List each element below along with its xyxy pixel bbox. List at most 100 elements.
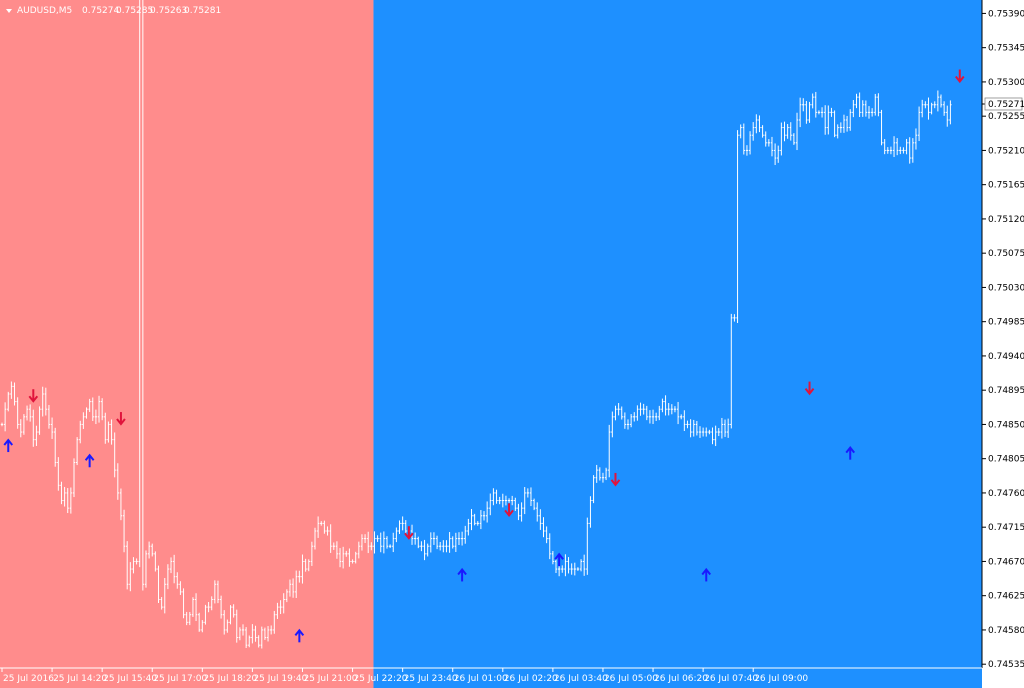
ohlc-bar <box>260 626 263 649</box>
ohlc-bar <box>680 414 683 420</box>
ohlc-bar <box>911 138 915 163</box>
ohlc-bar <box>32 409 35 447</box>
ohlc-bar <box>695 421 699 436</box>
ohlc-bar <box>207 602 210 613</box>
ohlc-bar <box>742 123 746 155</box>
ohlc-bar <box>448 532 451 553</box>
ohlc-bar <box>545 526 548 544</box>
ohlc-bar <box>273 610 276 634</box>
ohlc-bar <box>921 99 924 118</box>
ohlc-bar <box>166 564 170 590</box>
ohlc-bar <box>708 429 711 435</box>
ohlc-bar <box>113 432 116 478</box>
ohlc-bar <box>313 527 317 550</box>
current-price-box <box>984 97 1023 111</box>
ohlc-bar <box>216 580 220 604</box>
ohlc-bar <box>661 398 664 413</box>
ohlc-bar <box>698 426 702 438</box>
ohlc-bar <box>197 612 201 632</box>
ohlc-bar <box>351 559 354 564</box>
ohlc-bar <box>733 314 736 322</box>
ohlc-bar <box>570 563 573 575</box>
ohlc-bar <box>867 106 871 119</box>
ohlc-bar <box>122 509 126 553</box>
ohlc-bar <box>939 94 943 108</box>
buy-arrow-icon <box>84 453 95 468</box>
ohlc-bar <box>626 419 630 430</box>
ohlc-bar <box>138 0 141 568</box>
ohlc-bar <box>874 93 877 116</box>
y-tick-label: 0.74535 <box>988 660 1024 670</box>
ohlc-bar <box>739 124 742 139</box>
ohlc-open: 0.75274 <box>82 6 119 16</box>
x-tick-label: 25 Jul 14:20 <box>53 674 107 684</box>
ohlc-bar <box>564 554 567 577</box>
ohlc-bar <box>75 437 79 466</box>
ohlc-bar <box>219 595 223 619</box>
ohlc-bar <box>811 93 814 109</box>
symbol-dropdown-icon[interactable] <box>6 9 12 13</box>
ohlc-bar <box>172 554 176 584</box>
ohlc-bar <box>711 427 714 445</box>
y-tick-label: 0.74760 <box>988 489 1024 499</box>
ohlc-bar <box>323 520 326 534</box>
ohlc-bar <box>692 419 695 437</box>
ohlc-bar <box>35 425 38 446</box>
ohlc-bar <box>244 627 248 649</box>
ohlc-bar <box>204 604 207 625</box>
ohlc-high: 0.75285 <box>116 6 153 16</box>
ohlc-bar <box>485 501 489 523</box>
ohlc-bar <box>357 541 361 559</box>
ohlc-bar <box>949 100 952 125</box>
ohlc-close: 0.75281 <box>184 6 221 16</box>
ohlc-bar <box>241 624 245 636</box>
ohlc-bar <box>232 604 235 618</box>
ohlc-bar <box>22 414 26 435</box>
x-tick-label: 26 Jul 01:00 <box>454 674 508 684</box>
ohlc-bar <box>142 0 145 591</box>
ohlc-bar <box>717 428 720 437</box>
ohlc-bar <box>789 122 792 141</box>
ohlc-bar <box>548 533 551 560</box>
sell-arrow-icon <box>804 381 815 396</box>
ohlc-bar <box>510 495 514 506</box>
y-tick-label: 0.75300 <box>988 78 1024 88</box>
ohlc-bar <box>654 412 658 421</box>
ohlc-bar <box>191 597 195 617</box>
ohlc-bar <box>611 411 614 438</box>
ohlc-bar <box>326 526 329 536</box>
y-tick-label: 0.75075 <box>988 249 1024 259</box>
ohlc-bar <box>608 424 611 478</box>
ohlc-bar <box>576 567 580 571</box>
ohlc-bar <box>454 532 458 553</box>
x-tick-label: 26 Jul 06:20 <box>654 674 708 684</box>
ohlc-bar <box>44 387 48 416</box>
current-price-label: 0.75271 <box>988 100 1024 110</box>
ohlc-bar <box>304 558 307 572</box>
ohlc-bar <box>269 625 273 635</box>
ohlc-bar <box>54 427 57 467</box>
ohlc-bar <box>282 593 285 614</box>
ohlc-bar <box>720 417 724 439</box>
ohlc-bar <box>501 493 504 508</box>
ohlc-bar <box>154 551 157 572</box>
ohlc-bar <box>16 397 19 429</box>
ohlc-bar <box>182 588 185 619</box>
ohlc-bar <box>367 531 370 554</box>
sell-arrow-icon <box>504 503 514 517</box>
ohlc-bar <box>7 391 10 412</box>
ohlc-bar <box>914 128 918 150</box>
ohlc-bar <box>924 101 927 109</box>
buy-arrow-icon <box>701 567 712 582</box>
x-tick-label: 26 Jul 09:00 <box>754 674 808 684</box>
session-2-background <box>373 0 983 688</box>
ohlc-bar <box>830 107 833 117</box>
ohlc-bar <box>307 559 310 572</box>
ohlc-bar <box>833 110 836 138</box>
ohlc-bar <box>129 562 132 592</box>
ohlc-bar <box>930 102 933 115</box>
ohlc-bar <box>0 422 4 427</box>
ohlc-bar <box>47 404 51 429</box>
ohlc-bar <box>642 403 645 415</box>
